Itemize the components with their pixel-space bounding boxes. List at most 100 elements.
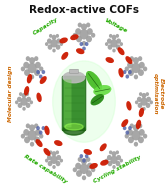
Circle shape <box>109 150 112 154</box>
Circle shape <box>109 34 112 38</box>
Text: Electrode
optimisation: Electrode optimisation <box>153 73 163 115</box>
Circle shape <box>123 126 127 130</box>
Circle shape <box>76 36 82 42</box>
Ellipse shape <box>65 124 83 130</box>
Text: Redox-active COFs: Redox-active COFs <box>29 5 139 15</box>
Circle shape <box>29 57 35 64</box>
Circle shape <box>139 92 142 96</box>
Circle shape <box>86 170 92 177</box>
Circle shape <box>128 136 134 143</box>
Circle shape <box>75 28 81 35</box>
Circle shape <box>75 163 81 169</box>
Circle shape <box>123 70 127 74</box>
Circle shape <box>87 163 93 169</box>
Text: Molecular design: Molecular design <box>8 66 13 122</box>
Circle shape <box>30 100 33 104</box>
Circle shape <box>81 158 87 165</box>
Circle shape <box>26 123 30 128</box>
Circle shape <box>116 38 121 44</box>
Circle shape <box>21 134 25 139</box>
Circle shape <box>56 44 60 50</box>
Ellipse shape <box>100 160 109 166</box>
Circle shape <box>52 49 56 53</box>
Circle shape <box>22 93 26 98</box>
Circle shape <box>45 42 48 46</box>
Text: Voltage: Voltage <box>103 18 128 34</box>
Circle shape <box>125 131 129 135</box>
Ellipse shape <box>44 126 50 135</box>
Circle shape <box>142 107 146 111</box>
Circle shape <box>39 67 43 71</box>
Circle shape <box>20 97 28 106</box>
Circle shape <box>49 150 52 154</box>
Circle shape <box>138 123 142 128</box>
Circle shape <box>34 136 40 143</box>
Circle shape <box>56 155 61 160</box>
Circle shape <box>134 142 138 147</box>
Circle shape <box>143 134 147 139</box>
Circle shape <box>27 63 37 73</box>
Circle shape <box>82 175 86 180</box>
Ellipse shape <box>63 72 85 83</box>
Circle shape <box>112 49 116 53</box>
Circle shape <box>79 154 83 158</box>
Text: Capacity: Capacity <box>32 16 59 36</box>
Circle shape <box>150 100 153 104</box>
Circle shape <box>91 33 95 38</box>
Ellipse shape <box>27 74 32 84</box>
Circle shape <box>125 74 129 79</box>
Circle shape <box>105 42 108 46</box>
Circle shape <box>128 69 134 76</box>
Ellipse shape <box>106 57 114 63</box>
Circle shape <box>120 42 123 46</box>
Text: Cycling stability: Cycling stability <box>93 154 142 184</box>
Circle shape <box>110 156 118 164</box>
Circle shape <box>134 74 138 79</box>
Circle shape <box>30 74 34 79</box>
Ellipse shape <box>89 163 98 169</box>
Circle shape <box>73 167 77 172</box>
Circle shape <box>130 56 134 61</box>
Circle shape <box>91 167 95 172</box>
Circle shape <box>133 124 139 131</box>
Circle shape <box>128 70 132 74</box>
Circle shape <box>146 92 149 96</box>
Circle shape <box>110 39 118 47</box>
Ellipse shape <box>40 76 47 84</box>
Ellipse shape <box>70 34 79 40</box>
Circle shape <box>128 126 132 130</box>
Circle shape <box>19 92 22 96</box>
Circle shape <box>47 38 52 44</box>
Ellipse shape <box>36 93 42 102</box>
Circle shape <box>45 159 48 163</box>
Ellipse shape <box>61 52 68 60</box>
Ellipse shape <box>93 85 111 96</box>
Circle shape <box>146 97 151 102</box>
Circle shape <box>26 97 31 102</box>
Circle shape <box>139 129 145 136</box>
Circle shape <box>48 44 52 50</box>
Circle shape <box>24 136 30 143</box>
Circle shape <box>86 22 90 27</box>
Circle shape <box>60 42 63 46</box>
Ellipse shape <box>36 139 43 147</box>
Ellipse shape <box>63 124 85 135</box>
Circle shape <box>18 103 22 108</box>
Circle shape <box>79 42 83 46</box>
Circle shape <box>39 134 43 139</box>
Circle shape <box>36 70 40 74</box>
Circle shape <box>26 103 30 108</box>
Circle shape <box>86 36 92 42</box>
Ellipse shape <box>117 47 124 55</box>
Ellipse shape <box>126 101 132 111</box>
Circle shape <box>78 22 82 27</box>
Circle shape <box>120 159 123 163</box>
Circle shape <box>48 161 52 166</box>
Ellipse shape <box>44 148 51 156</box>
Circle shape <box>52 165 56 169</box>
Circle shape <box>131 130 141 140</box>
Circle shape <box>130 123 134 128</box>
Circle shape <box>26 56 30 61</box>
Circle shape <box>135 100 138 104</box>
Circle shape <box>52 35 56 40</box>
